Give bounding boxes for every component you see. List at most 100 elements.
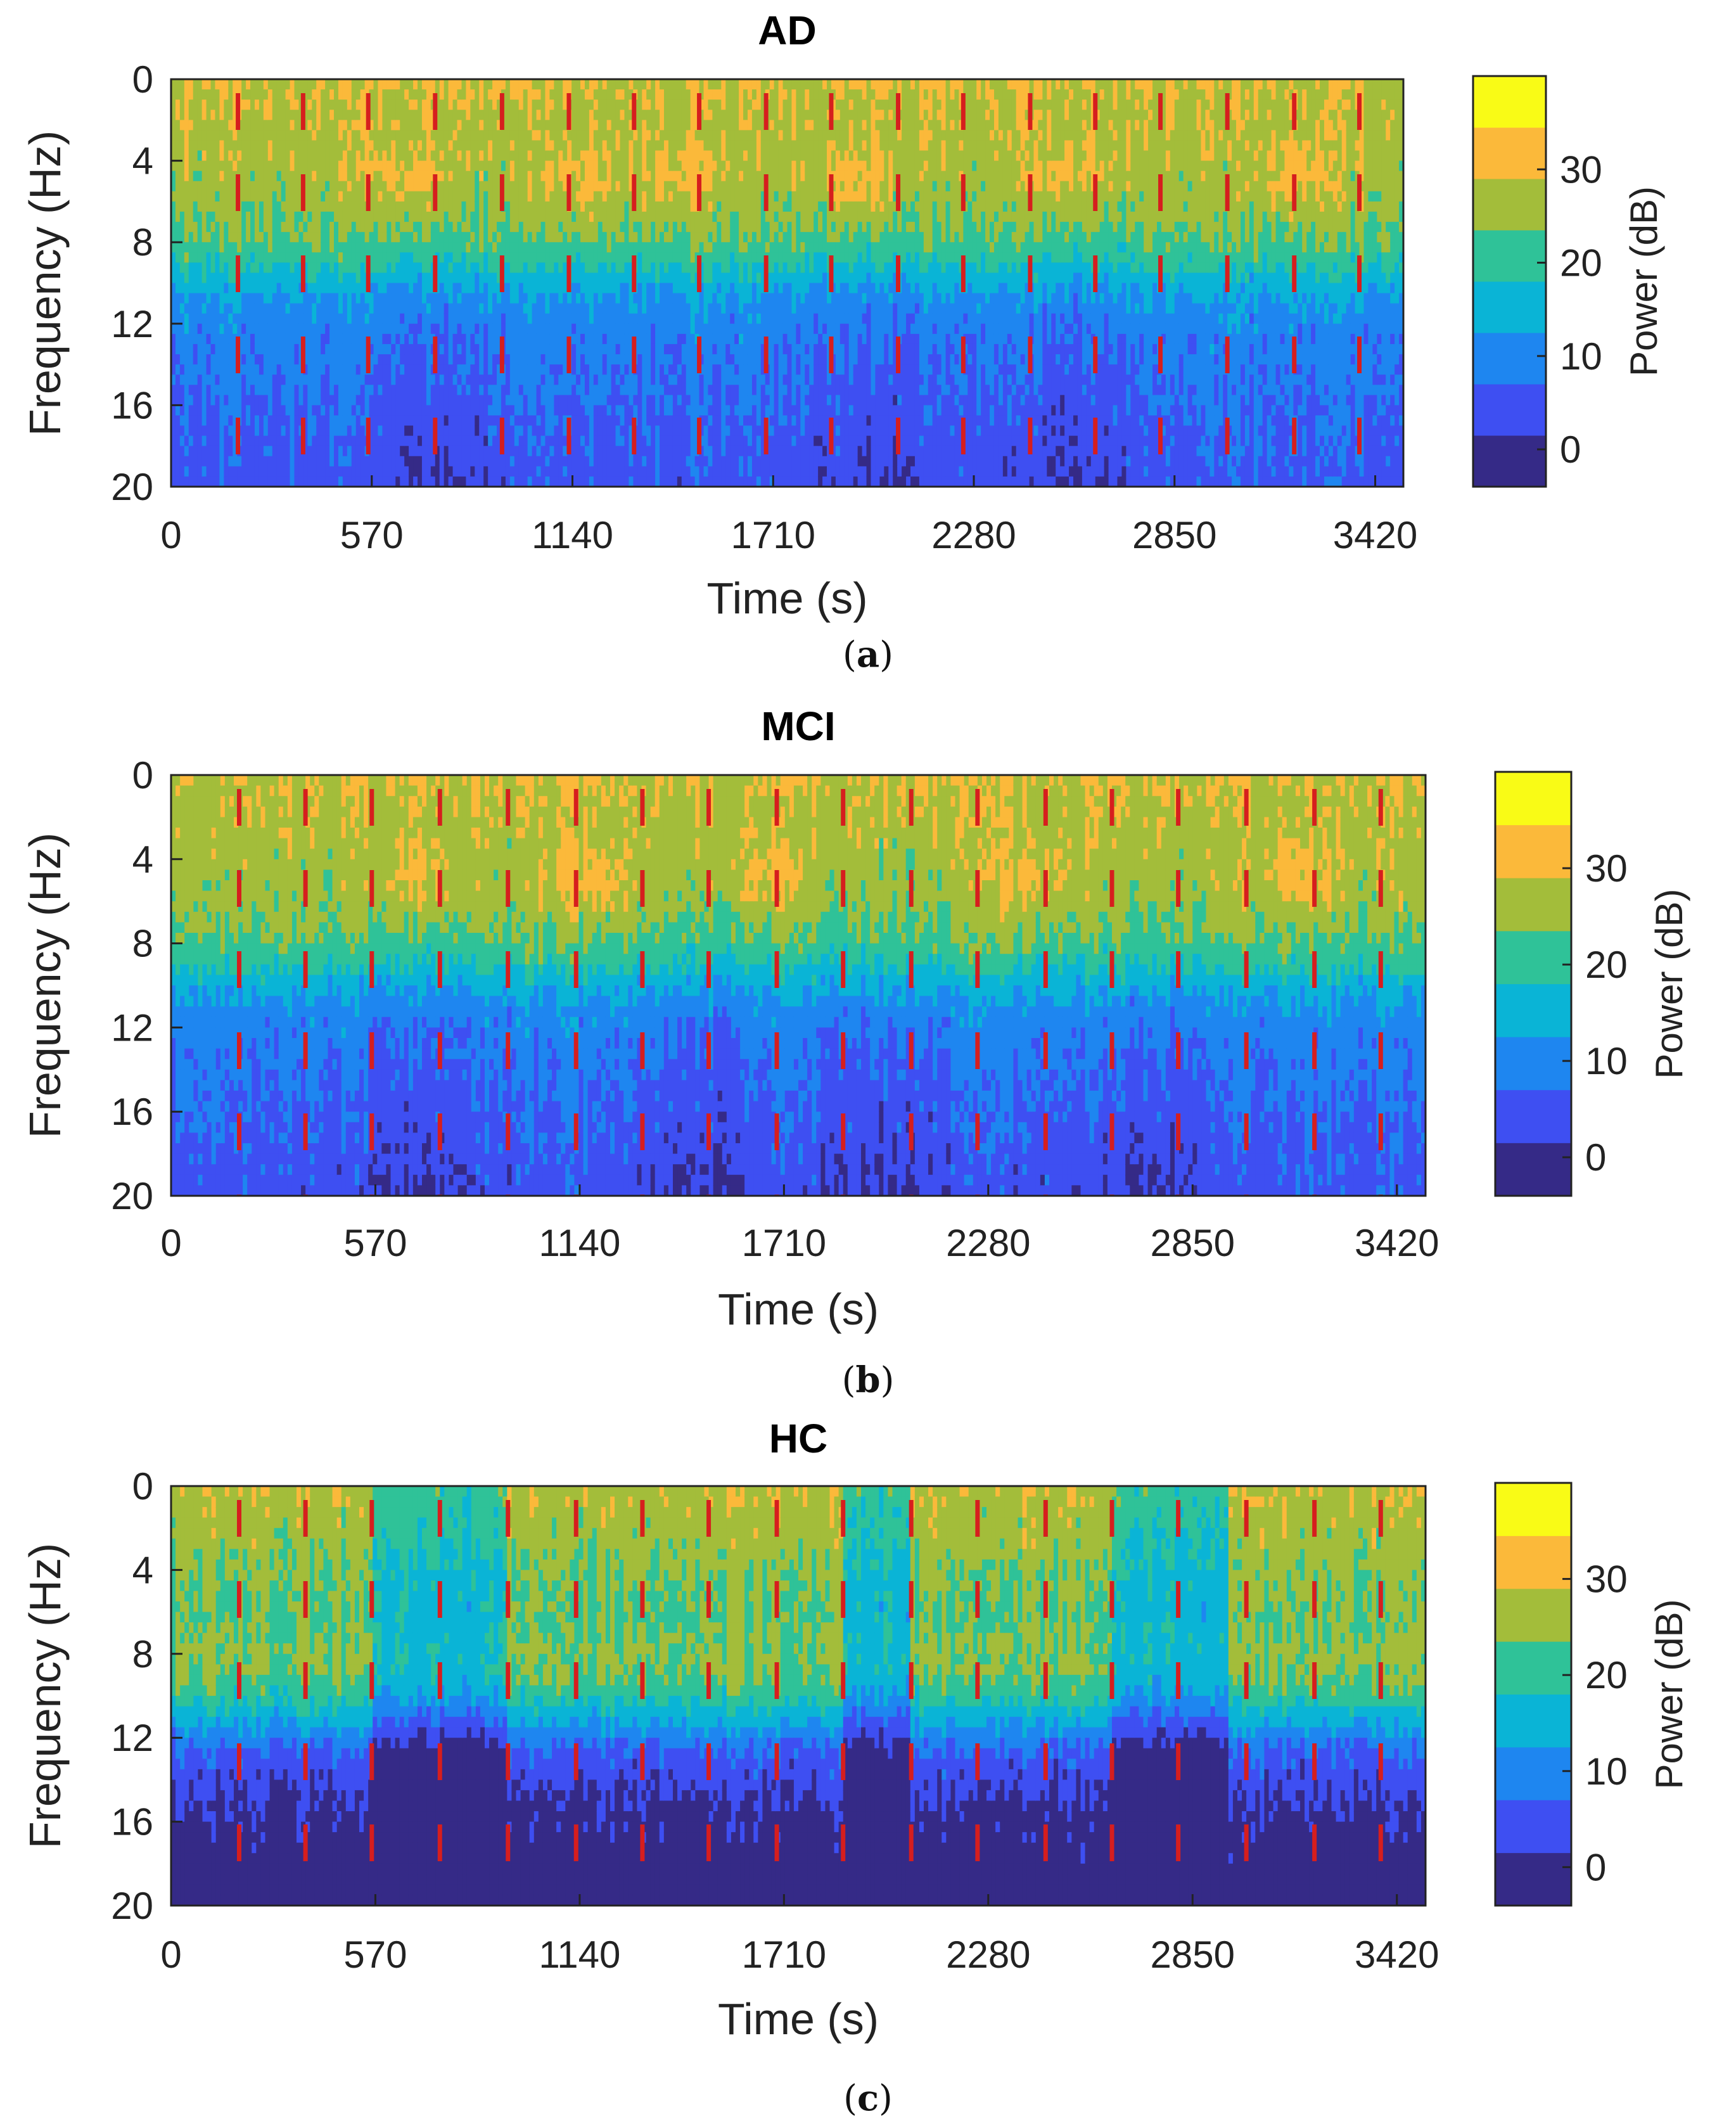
heatmap-cell (571, 150, 577, 162)
heatmap-cell (690, 303, 696, 314)
heatmap-cell (606, 283, 612, 294)
heatmap-cell (237, 211, 242, 222)
heatmap-cell (369, 466, 374, 477)
heatmap-cell (527, 445, 533, 457)
heatmap-cell (461, 191, 467, 202)
heatmap-cell (254, 181, 260, 192)
heatmap-cell (637, 425, 643, 437)
heatmap-cell (334, 445, 339, 457)
heatmap-cell (540, 160, 546, 172)
heatmap-cell (382, 405, 388, 416)
heatmap-cell (637, 415, 643, 426)
heatmap-cell (250, 466, 255, 477)
heatmap-cell (285, 242, 291, 253)
heatmap-cell (391, 170, 397, 182)
heatmap-cell (418, 130, 423, 141)
heatmap-cell (651, 99, 656, 111)
heatmap-cell (593, 242, 599, 253)
heatmap-cell (483, 354, 488, 365)
heatmap-cell (690, 354, 696, 365)
heatmap-cell (267, 262, 273, 274)
heatmap-cell (664, 333, 669, 345)
heatmap-cell (347, 130, 352, 141)
heatmap-cell (378, 211, 383, 222)
heatmap-cell (492, 375, 497, 386)
heatmap-cell (409, 79, 414, 90)
heatmap-cell (347, 262, 352, 274)
heatmap-cell (373, 160, 379, 172)
heatmap-cell (201, 110, 207, 121)
heatmap-cell (668, 415, 673, 426)
heatmap-cell (188, 232, 194, 243)
heatmap-cell (378, 415, 383, 426)
heatmap-cell (672, 395, 678, 406)
heatmap-cell (347, 354, 352, 365)
heatmap-cell (369, 242, 374, 253)
heatmap-cell (677, 293, 682, 304)
heatmap-cell (267, 405, 273, 416)
heatmap-cell (708, 89, 713, 100)
heatmap-cell (355, 242, 361, 253)
heatmap-cell (373, 364, 379, 375)
heatmap-cell (606, 415, 612, 426)
heatmap-cell (620, 191, 625, 202)
heatmap-cell (281, 364, 286, 375)
heatmap-cell (281, 201, 286, 212)
heatmap-cell (497, 456, 502, 467)
heatmap-cell (694, 211, 700, 222)
heatmap-cell (378, 354, 383, 365)
heatmap-cell (554, 456, 559, 467)
heatmap-cell (509, 262, 515, 274)
heatmap-cell (281, 140, 286, 151)
heatmap-cell (483, 222, 488, 233)
heatmap-cell (263, 283, 269, 294)
heatmap-cell (418, 79, 423, 90)
heatmap-cell (241, 456, 246, 467)
heatmap-cell (668, 170, 673, 182)
heatmap-cell (646, 323, 651, 335)
heatmap-cell (646, 354, 651, 365)
heatmap-cell (615, 99, 621, 111)
heatmap-cell (294, 343, 300, 355)
heatmap-cell (316, 89, 321, 100)
heatmap-cell (488, 232, 493, 243)
heatmap-cell (475, 445, 480, 457)
heatmap-cell (492, 110, 497, 121)
heatmap-cell (620, 170, 625, 182)
heatmap-cell (171, 293, 176, 304)
heatmap-cell (518, 130, 524, 141)
heatmap-cell (527, 283, 533, 294)
heatmap-cell (712, 283, 718, 294)
heatmap-cell (523, 89, 528, 100)
heatmap-cell (532, 343, 537, 355)
heatmap-cell (386, 130, 392, 141)
heatmap-cell (179, 89, 185, 100)
heatmap-cell (558, 385, 564, 396)
heatmap-cell (624, 425, 630, 437)
heatmap-cell (254, 170, 260, 182)
heatmap-cell (497, 272, 502, 284)
heatmap-cell (593, 89, 599, 100)
heatmap-cell (646, 425, 651, 437)
heatmap-cell (686, 170, 691, 182)
heatmap-cell (338, 303, 343, 314)
heatmap-cell (276, 415, 282, 426)
heatmap-cell (312, 375, 317, 386)
heatmap-cell (466, 364, 471, 375)
heatmap-cell (642, 191, 648, 202)
heatmap-cell (171, 405, 176, 416)
heatmap-cell (655, 395, 660, 406)
heatmap-cell (712, 89, 718, 100)
heatmap-cell (488, 222, 493, 233)
heatmap-cell (527, 425, 533, 437)
heatmap-cell (492, 293, 497, 304)
heatmap-cell (540, 120, 546, 131)
heatmap-cell (228, 211, 234, 222)
heatmap-cell (629, 323, 634, 335)
heatmap-cell (219, 181, 225, 192)
heatmap-cell (681, 150, 687, 162)
heatmap-cell (329, 140, 335, 151)
heatmap-cell (523, 272, 528, 284)
heatmap-cell (514, 343, 520, 355)
heatmap-cell (501, 395, 506, 406)
